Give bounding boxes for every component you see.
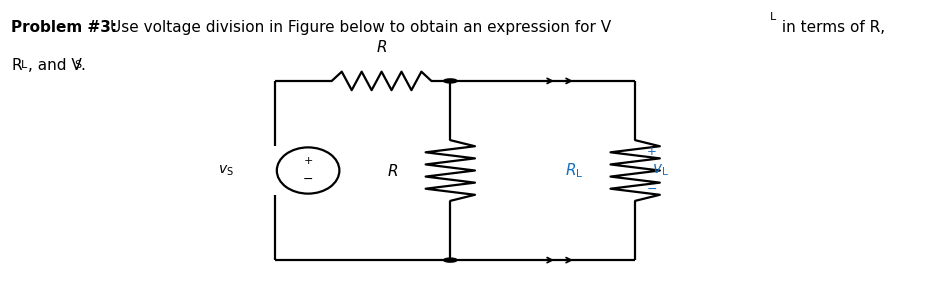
Text: in terms of R,: in terms of R, <box>777 20 885 35</box>
Text: Problem #3:: Problem #3: <box>11 20 118 35</box>
Text: L: L <box>770 12 776 22</box>
Circle shape <box>444 258 457 262</box>
Text: R: R <box>11 58 22 73</box>
Text: $v_\mathrm{S}$: $v_\mathrm{S}$ <box>218 163 234 178</box>
Text: S: S <box>74 60 82 70</box>
Text: $R_\mathrm{L}$: $R_\mathrm{L}$ <box>565 161 583 180</box>
Circle shape <box>444 79 457 83</box>
Text: , and V: , and V <box>28 58 82 73</box>
Text: −: − <box>647 183 657 196</box>
Text: $v_\mathrm{L}$: $v_\mathrm{L}$ <box>652 163 669 178</box>
Text: $R$: $R$ <box>376 39 387 55</box>
Text: .: . <box>81 58 85 73</box>
Text: Use voltage division in Figure below to obtain an expression for V: Use voltage division in Figure below to … <box>110 20 611 35</box>
Text: +: + <box>303 156 313 166</box>
Text: +: + <box>647 145 656 158</box>
Text: L: L <box>21 60 27 70</box>
Text: $R$: $R$ <box>387 162 398 179</box>
Text: −: − <box>302 173 314 186</box>
